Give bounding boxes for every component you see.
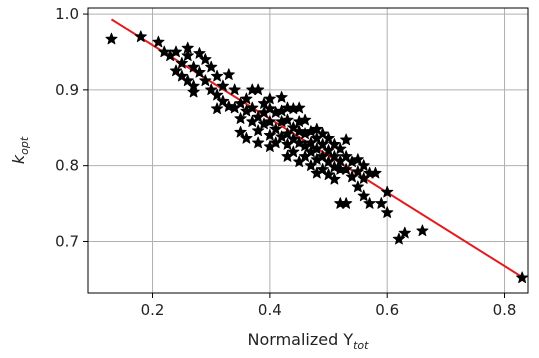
x-tick-label: 0.2 xyxy=(141,301,165,319)
data-point xyxy=(281,127,294,140)
data-point xyxy=(210,102,224,115)
data-point xyxy=(216,94,230,107)
data-point xyxy=(398,226,411,239)
data-point xyxy=(369,166,382,179)
y-tick-label: 0.9 xyxy=(55,81,79,99)
y-axis-title-sub: opt xyxy=(18,136,31,155)
data-point xyxy=(199,53,212,65)
data-point xyxy=(134,30,147,43)
data-point xyxy=(293,101,306,114)
data-point xyxy=(363,197,376,209)
data-point xyxy=(246,101,259,114)
data-point xyxy=(287,132,300,145)
data-point xyxy=(205,83,218,96)
data-point xyxy=(351,180,364,193)
x-tick-label: 0.6 xyxy=(375,301,399,319)
data-point xyxy=(234,112,247,124)
data-point xyxy=(240,92,253,105)
x-tick-label: 0.8 xyxy=(493,301,517,319)
data-point xyxy=(281,113,294,126)
data-point xyxy=(316,138,329,150)
y-tick-label: 0.8 xyxy=(55,157,79,175)
data-point xyxy=(316,163,329,175)
data-point xyxy=(351,165,364,177)
data-point xyxy=(169,64,183,77)
data-point xyxy=(181,74,194,87)
data-point xyxy=(357,189,370,202)
y-axis-title-main: k xyxy=(9,154,28,164)
data-point xyxy=(328,172,341,185)
y-tick-label: 0.7 xyxy=(55,232,79,250)
data-point xyxy=(269,122,282,135)
data-point xyxy=(392,232,406,245)
data-point xyxy=(381,206,394,218)
data-point xyxy=(105,32,118,45)
x-tick-label: 0.4 xyxy=(258,301,282,319)
data-point xyxy=(275,91,288,103)
data-point xyxy=(152,35,165,48)
plot-frame xyxy=(87,7,529,294)
data-point xyxy=(263,102,276,115)
x-axis-title-main: Normalized Y xyxy=(248,330,354,349)
data-point xyxy=(322,131,335,144)
x-axis-title: Normalized Ytot xyxy=(248,330,370,352)
data-point xyxy=(252,124,265,137)
data-point xyxy=(263,115,276,127)
data-point xyxy=(293,125,306,137)
data-point xyxy=(228,83,241,96)
data-point xyxy=(263,92,276,105)
data-point xyxy=(199,74,212,87)
data-point xyxy=(175,56,188,69)
data-point xyxy=(193,47,206,59)
data-point xyxy=(340,197,353,209)
data-point xyxy=(269,136,282,149)
data-point xyxy=(516,271,529,284)
data-point xyxy=(416,224,429,237)
data-point xyxy=(298,113,312,126)
data-point xyxy=(187,85,200,98)
data-point xyxy=(328,160,341,173)
data-point xyxy=(187,60,200,73)
data-points xyxy=(105,30,529,284)
data-point xyxy=(316,150,329,162)
data-point xyxy=(193,66,206,78)
data-point xyxy=(169,45,183,58)
data-point xyxy=(351,153,364,165)
data-point xyxy=(287,121,300,134)
data-point xyxy=(252,136,265,149)
x-axis-title-sub: tot xyxy=(353,339,369,352)
data-point xyxy=(210,88,224,101)
data-point xyxy=(263,128,276,141)
data-point xyxy=(210,69,224,82)
data-point xyxy=(216,79,230,92)
data-point xyxy=(293,136,306,149)
data-point xyxy=(340,163,353,175)
data-point xyxy=(252,83,265,96)
data-point xyxy=(334,142,347,155)
data-point xyxy=(357,159,370,171)
data-point xyxy=(240,131,253,144)
data-point xyxy=(381,185,394,198)
data-point xyxy=(205,60,218,73)
data-point xyxy=(181,49,194,62)
data-point xyxy=(304,159,318,171)
data-point xyxy=(287,145,300,158)
y-tick-label: 1.0 xyxy=(55,5,79,23)
data-point xyxy=(375,197,388,209)
y-axis-title: kopt xyxy=(9,136,31,164)
data-point xyxy=(340,133,353,146)
data-point xyxy=(158,45,171,58)
data-point xyxy=(340,150,353,162)
axis-ticks: 0.2 0.4 0.6 0.8 0.7 0.8 0.9 1.0 xyxy=(55,5,516,319)
data-point xyxy=(234,125,247,138)
data-point xyxy=(322,144,335,156)
data-point xyxy=(222,68,235,80)
